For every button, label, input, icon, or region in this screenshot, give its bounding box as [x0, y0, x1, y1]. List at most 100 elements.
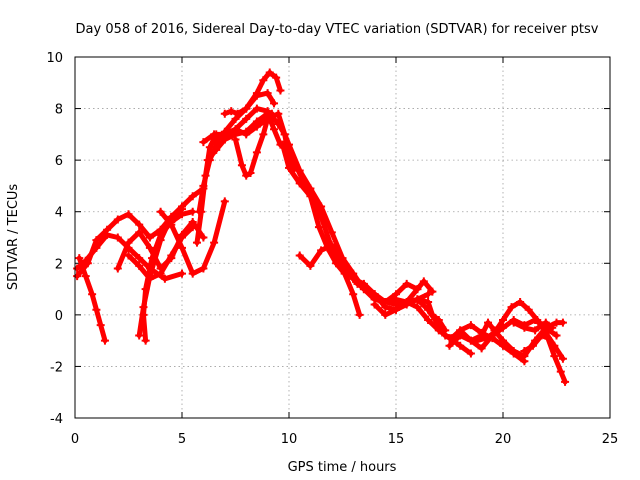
data-point: [199, 264, 208, 273]
data-point: [141, 285, 150, 294]
data-point: [242, 104, 251, 113]
data-point: [516, 297, 525, 306]
data-point: [178, 243, 186, 252]
data-point: [195, 207, 204, 216]
data-point: [199, 233, 208, 242]
y-tick-label: -4: [50, 412, 63, 427]
data-point: [199, 138, 208, 147]
series-arc-21: [414, 296, 527, 364]
data-point: [75, 254, 84, 263]
data-point: [92, 305, 101, 314]
data-point: [103, 225, 112, 234]
data-point: [270, 125, 279, 134]
data-point: [317, 246, 326, 255]
data-point: [543, 334, 552, 343]
data-point: [233, 109, 242, 118]
data-point: [274, 120, 283, 129]
data-point: [306, 192, 315, 201]
data-point: [509, 318, 518, 327]
x-tick-label: 20: [495, 432, 512, 447]
data-point: [92, 236, 101, 245]
data-point: [499, 316, 507, 325]
series-arc-6: [141, 209, 196, 344]
data-point: [203, 156, 212, 165]
data-point: [73, 272, 82, 281]
data-point: [188, 223, 197, 232]
data-point: [314, 223, 323, 232]
data-point: [289, 156, 298, 165]
data-point: [402, 279, 411, 288]
data-point: [484, 318, 493, 327]
data-point: [231, 135, 240, 144]
data-point: [428, 287, 437, 296]
data-point: [349, 274, 358, 283]
data-point: [456, 341, 465, 350]
y-tick-label: -2: [50, 360, 63, 375]
data-point: [135, 254, 144, 263]
data-point: [402, 297, 411, 306]
data-point: [392, 305, 400, 314]
data-point: [81, 272, 90, 281]
data-point: [88, 290, 97, 299]
data-point: [359, 285, 368, 294]
data-point: [188, 269, 197, 278]
data-point: [456, 326, 465, 335]
data-point: [210, 130, 219, 139]
data-point: [520, 323, 529, 332]
x-axis-label: GPS time / hours: [288, 460, 397, 475]
data-point: [199, 181, 208, 190]
data-point: [167, 251, 176, 260]
data-point: [524, 305, 533, 314]
data-point: [424, 305, 433, 314]
y-tick-label: 8: [55, 103, 63, 118]
data-point: [434, 321, 443, 330]
data-point: [349, 290, 358, 299]
data-point: [96, 321, 105, 330]
data-point: [499, 336, 507, 345]
data-point: [327, 241, 336, 250]
chart-title: Day 058 of 2016, Sidereal Day-to-day VTE…: [76, 22, 599, 37]
series-arc-10: [196, 90, 277, 215]
series-arc-12: [205, 111, 292, 163]
data-point: [466, 321, 475, 330]
data-point: [550, 352, 559, 361]
data-point: [145, 233, 154, 242]
data-point: [167, 220, 176, 229]
data-point: [145, 243, 154, 252]
series-layer: [73, 68, 570, 386]
data-point: [424, 290, 433, 299]
data-point: [220, 197, 229, 206]
y-tick-label: 4: [55, 206, 63, 221]
y-tick-label: 10: [46, 51, 63, 66]
data-point: [370, 290, 379, 299]
data-point: [265, 68, 274, 77]
data-point: [556, 367, 565, 376]
data-point: [252, 89, 261, 98]
data-point: [148, 254, 157, 263]
data-point: [276, 86, 285, 95]
data-point: [278, 140, 287, 149]
series-arc-13: [222, 70, 283, 117]
series-arc-17: [280, 142, 363, 318]
data-point: [178, 210, 186, 219]
data-point: [242, 127, 251, 136]
data-point: [135, 331, 144, 340]
data-point: [537, 331, 546, 340]
data-point: [145, 274, 154, 283]
data-point: [509, 346, 518, 355]
x-tick-label: 25: [602, 432, 619, 447]
data-point: [424, 316, 433, 325]
data-point: [490, 328, 499, 337]
data-point: [477, 344, 486, 353]
data-point: [473, 336, 482, 345]
data-point: [445, 341, 454, 350]
y-axis-label: SDTVAR / TECUs: [6, 184, 21, 291]
data-point: [548, 323, 557, 332]
data-point: [259, 76, 268, 85]
data-point: [178, 202, 186, 211]
data-point: [135, 220, 144, 229]
data-point: [413, 285, 422, 294]
data-point: [520, 346, 529, 355]
data-point: [113, 215, 122, 224]
